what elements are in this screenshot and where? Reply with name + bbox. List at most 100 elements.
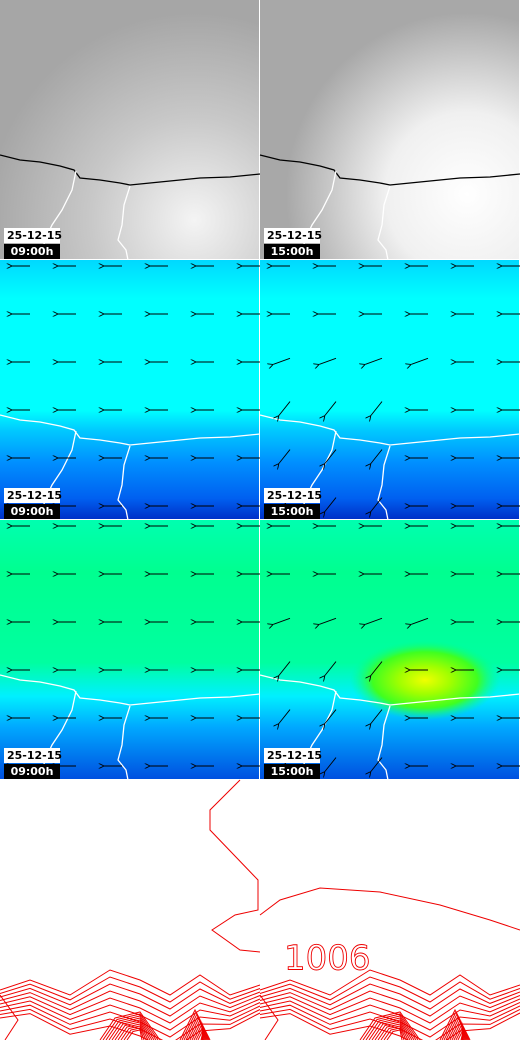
- time-box: [4, 244, 60, 259]
- wind-arrow: [325, 757, 337, 772]
- wind-arrow: [365, 357, 383, 364]
- map-panel: [0, 520, 261, 781]
- isobar: [377, 1023, 409, 1040]
- map-panel: [0, 0, 261, 261]
- border: [377, 445, 391, 521]
- date-label: 25-12-15: [7, 489, 62, 502]
- coastline: [259, 414, 520, 446]
- time-box: [264, 504, 320, 519]
- date-label: 25-12-15: [7, 229, 62, 242]
- border: [299, 170, 337, 261]
- isobar: [259, 996, 520, 1024]
- isobar: [383, 1027, 405, 1040]
- isobar: [0, 969, 261, 996]
- wind-arrow: [279, 709, 291, 724]
- isobar: [0, 994, 19, 1040]
- wind-arrow: [325, 401, 337, 416]
- coastline: [0, 154, 261, 186]
- time-label: 09:00h: [11, 765, 54, 778]
- time-box: [264, 244, 320, 259]
- isobar: [259, 994, 279, 1040]
- isobar: [259, 1000, 520, 1031]
- panel-background: [260, 0, 519, 259]
- isobar: [123, 1027, 145, 1040]
- wind-max-area: [350, 640, 500, 720]
- isobar: [259, 887, 520, 931]
- isobar: [371, 1019, 413, 1040]
- time-box: [264, 764, 320, 779]
- wind-arrow: [325, 449, 337, 464]
- panel-background: [0, 260, 259, 519]
- panel-background: [0, 0, 259, 259]
- isobar: [259, 969, 520, 996]
- map-panel: [0, 779, 261, 1040]
- border: [39, 690, 77, 781]
- coastline: [259, 674, 520, 706]
- isobar: [0, 990, 261, 1017]
- isobar: [179, 1008, 211, 1040]
- isobar: [181, 1010, 210, 1040]
- isobar: [362, 1013, 419, 1040]
- coastline: [0, 414, 261, 446]
- map-panel: [0, 260, 261, 521]
- isobar: [105, 1015, 157, 1040]
- time-box: [4, 504, 60, 519]
- wind-arrow: [273, 617, 291, 624]
- wind-arrow: [371, 661, 383, 676]
- isobar: [0, 983, 261, 1010]
- date-box: [4, 488, 60, 503]
- map-panel: [259, 780, 520, 1040]
- wind-arrow: [371, 757, 383, 772]
- coastline: [259, 154, 520, 186]
- wind-arrow: [279, 401, 291, 416]
- wind-arrow: [279, 449, 291, 464]
- wind-arrow: [279, 661, 291, 676]
- isobar: [120, 1025, 147, 1040]
- date-box: [264, 748, 320, 763]
- isobar: [0, 996, 261, 1024]
- isobar: [359, 1011, 421, 1040]
- date-label: 25-12-15: [267, 489, 322, 502]
- date-box: [264, 228, 320, 243]
- isobar: [457, 1027, 465, 1040]
- wind-arrow: [325, 661, 337, 676]
- border: [377, 705, 391, 781]
- coastline: [0, 674, 261, 706]
- time-label: 09:00h: [11, 505, 54, 518]
- isobar: [108, 1017, 155, 1040]
- date-box: [264, 488, 320, 503]
- date-label: 25-12-15: [267, 749, 322, 762]
- isobar: [111, 1019, 153, 1040]
- date-label: 25-12-15: [7, 749, 62, 762]
- wind-arrow: [273, 357, 291, 364]
- map-panel: [259, 0, 520, 261]
- date-box: [4, 228, 60, 243]
- panel-background: [260, 260, 519, 519]
- date-box: [4, 748, 60, 763]
- wind-arrow: [411, 617, 429, 624]
- map-panel: [259, 520, 520, 781]
- wind-arrow: [411, 357, 429, 364]
- time-box: [4, 764, 60, 779]
- isobar: [443, 1012, 469, 1040]
- date-label: 25-12-15: [267, 229, 322, 242]
- isobar: [259, 1012, 520, 1040]
- time-label: 15:00h: [271, 245, 314, 258]
- wind-arrow: [319, 357, 337, 364]
- isobar: [374, 1021, 411, 1040]
- isobar: [0, 1000, 261, 1031]
- isobar: [368, 1017, 415, 1040]
- isobar: [102, 1013, 159, 1040]
- isobar: [445, 1014, 468, 1040]
- border: [39, 170, 77, 261]
- isobar: [99, 1011, 161, 1040]
- isobar: [386, 1029, 403, 1040]
- isobar: [259, 976, 520, 1003]
- isobar-label: 1006: [284, 939, 371, 979]
- isobar: [0, 976, 261, 1003]
- time-label: 15:00h: [271, 765, 314, 778]
- border: [117, 705, 131, 781]
- time-label: 15:00h: [271, 505, 314, 518]
- isobar: [185, 1014, 208, 1040]
- panel-background: [0, 780, 259, 1039]
